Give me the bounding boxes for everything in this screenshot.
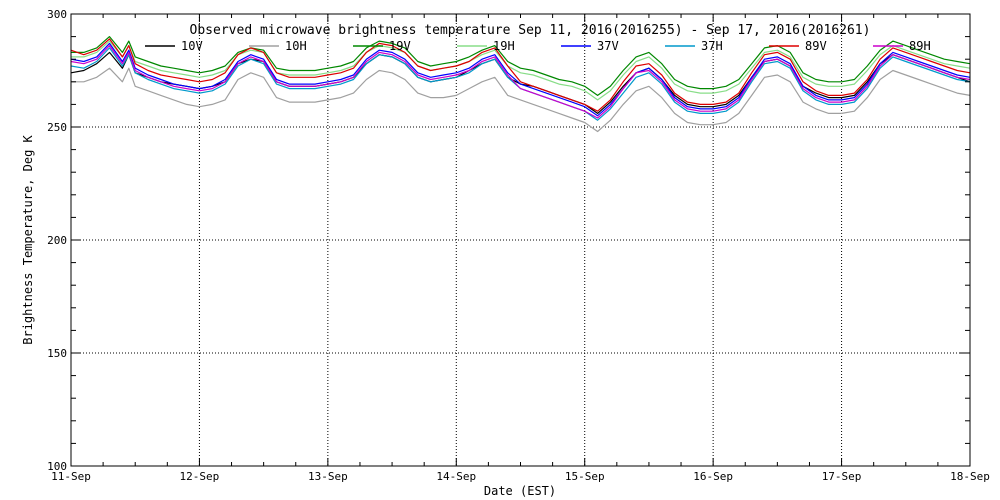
x-tick-label: 16-Sep [693,470,733,483]
y-tick-label: 250 [47,121,67,134]
legend: 10V 10H 19V 19H 37V 37H 89V 89H [145,39,931,53]
series-line-19v [71,35,971,97]
x-tick-label: 11-Sep [51,470,91,483]
x-tick-label: 12-Sep [180,470,220,483]
chart-title: Observed microwave brightness temperatur… [190,23,871,38]
legend-label-10h: 10H [285,39,307,53]
series-line-89h [70,44,971,119]
legend-label-10v: 10V [181,39,203,53]
y-tick-label: 150 [47,347,67,360]
legend-label-19v: 19V [389,39,411,53]
x-tick-label: 18-Sep [950,470,990,483]
x-tick-label: 17-Sep [822,470,862,483]
grid [71,14,970,466]
legend-label-37v: 37V [597,39,619,53]
legend-label-37h: 37H [701,39,723,53]
y-tick-label: 200 [47,234,67,247]
series-line-89v [70,38,971,112]
series-group [70,35,971,133]
legend-label-89v: 89V [805,39,827,53]
legend-label-19h: 19H [493,39,515,53]
series-line-19h [71,40,971,101]
y-tick-label: 300 [47,8,67,21]
x-tick-label: 15-Sep [565,470,605,483]
y-tick-label: 100 [47,460,67,473]
legend-label-89h: 89H [909,39,931,53]
x-axis-title: Date (EST) [484,484,556,498]
x-tick-label: 14-Sep [436,470,476,483]
ticks: 11-Sep 12-Sep 13-Sep 14-Sep 15-Sep 16-Sep 17-S… [47,8,990,483]
series-line-10h [71,67,971,133]
y-axis-title: Brightness Temperature, Deg K [21,134,35,344]
series-line-37h [70,47,971,121]
series-line-37v [70,42,971,117]
x-tick-label: 13-Sep [308,470,348,483]
